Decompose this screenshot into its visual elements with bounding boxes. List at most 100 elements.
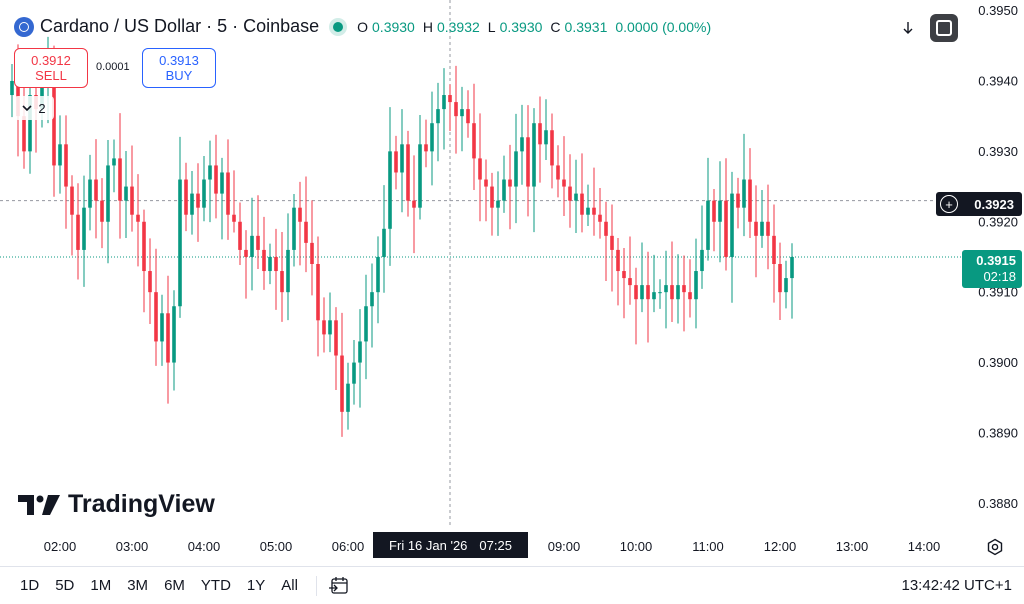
candle-body [388, 151, 392, 229]
candle-body [496, 200, 500, 208]
candle-body [106, 165, 110, 222]
time-axis[interactable]: 02:00 03:00 04:00 05:00 06:00 09:00 10:00 11:00… [44, 539, 941, 554]
candle-body [370, 292, 374, 307]
candle-body [490, 186, 494, 208]
candle-body [172, 306, 176, 363]
candle-body [292, 207, 296, 250]
candle [136, 174, 140, 267]
watermark-text: TradingView [68, 490, 215, 518]
candle [586, 184, 590, 227]
symbol-legend[interactable]: Cardano / US Dollar · 5 · Coinbase O 0.39… [14, 16, 715, 37]
chart-guides [0, 0, 962, 528]
candle [478, 113, 482, 222]
price-axis[interactable]: 0.3950 0.3940 0.3930 0.3920 0.3910 0.3900 0.38… [978, 3, 1018, 511]
go-to-date-calendar-icon[interactable] [327, 575, 351, 597]
utc-clock[interactable]: 13:42:42 UTC+1 [901, 577, 1013, 594]
price-tick-label: 0.3930 [978, 144, 1018, 159]
candle-body [544, 130, 548, 145]
candle-body [136, 214, 140, 222]
candle [400, 109, 404, 213]
candle-body [196, 193, 200, 208]
candle-body [364, 306, 368, 342]
date-range-buttons: 1D 5D 1M 3M 6M YTD 1Y All [12, 577, 306, 594]
sell-button[interactable]: 0.3912 SELL [14, 48, 88, 88]
candle [778, 242, 782, 320]
candle [646, 251, 650, 343]
candle-body [286, 249, 290, 293]
candle [190, 170, 194, 235]
time-tick-label: 09:00 [548, 539, 581, 554]
candle [370, 263, 374, 348]
range-button-5d[interactable]: 5D [55, 577, 75, 594]
candle [652, 254, 656, 313]
high-key: H [422, 18, 433, 35]
range-button-6m[interactable]: 6M [164, 577, 185, 594]
candle [100, 178, 104, 249]
candle-body [598, 214, 602, 222]
candle [94, 139, 98, 239]
candle [610, 204, 614, 292]
spread-value: 0.0001 [96, 61, 130, 73]
range-button-all[interactable]: All [281, 577, 298, 594]
candle [256, 195, 260, 269]
change-value: 0.0000 (0.00%) [615, 18, 712, 35]
last-price: 0.3915 [976, 253, 1016, 268]
candle-body [58, 144, 62, 166]
candle [358, 309, 362, 408]
crosshair-price: 0.3923 [974, 196, 1014, 212]
candle-body [406, 144, 410, 201]
price-tick-label: 0.3890 [978, 425, 1018, 440]
candle [274, 228, 278, 310]
candle [568, 154, 572, 228]
range-button-1m[interactable]: 1M [90, 577, 112, 594]
add-alert-plus-icon[interactable]: + [940, 195, 958, 213]
candle-body [10, 80, 14, 96]
candle-body [778, 264, 782, 293]
candle-body [280, 271, 284, 293]
candle [664, 250, 668, 329]
high-value: 0.3932 [436, 18, 480, 35]
sell-label: SELL [35, 68, 67, 83]
candle [250, 197, 254, 291]
candle [286, 213, 290, 321]
candle [142, 209, 146, 313]
candle-body [538, 123, 542, 145]
range-button-ytd[interactable]: YTD [200, 577, 231, 594]
candle [466, 90, 470, 138]
indicators-toggle-button[interactable]: 2 [14, 96, 54, 120]
range-button-1y[interactable]: 1Y [246, 577, 266, 594]
candle-body [52, 73, 56, 166]
range-button-3m[interactable]: 3M [127, 577, 149, 594]
symbol-title[interactable]: Cardano / US Dollar · 5 · Coinbase [40, 16, 320, 36]
candle-body [664, 285, 668, 293]
candle [268, 243, 272, 285]
candle [76, 183, 80, 280]
candle [598, 188, 602, 239]
candle [226, 139, 230, 240]
chart-top-controls [894, 14, 958, 42]
axis-settings-gear-icon[interactable] [984, 536, 1006, 558]
buy-button[interactable]: 0.3913 BUY [142, 48, 216, 88]
candle [532, 108, 536, 233]
crosshair-price-label[interactable]: + 0.3923 [936, 192, 1022, 216]
price-tick-label: 0.3880 [978, 496, 1018, 511]
candle-body [400, 144, 404, 173]
candle-body [484, 179, 488, 187]
candle-body [682, 285, 686, 293]
candle [280, 232, 284, 322]
candle-body [436, 109, 440, 124]
candle [220, 157, 224, 240]
download-arrow-icon[interactable] [894, 14, 922, 42]
fullscreen-icon[interactable] [930, 14, 958, 42]
candle [160, 294, 164, 366]
range-button-1d[interactable]: 1D [20, 577, 40, 594]
candle [70, 175, 74, 256]
market-status-icon[interactable] [333, 21, 344, 32]
candle-body [448, 95, 452, 103]
candle-body [700, 249, 704, 272]
candle [736, 177, 740, 229]
time-tick-label: 03:00 [116, 539, 149, 554]
tradingview-watermark[interactable]: TradingView [18, 490, 215, 519]
candle-body [244, 249, 248, 257]
